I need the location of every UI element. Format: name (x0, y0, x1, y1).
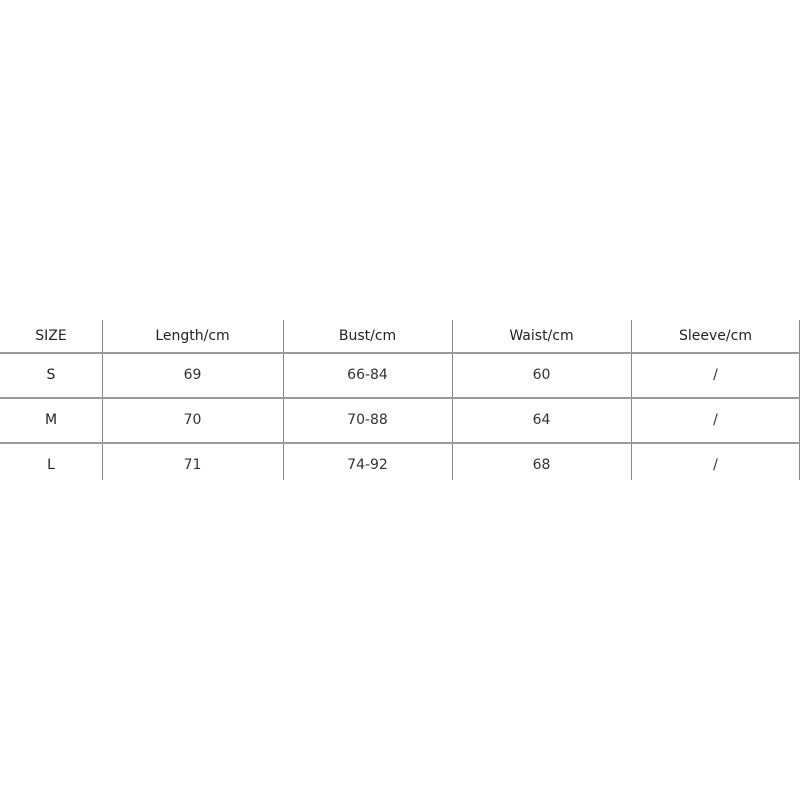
table-cell: 70-88 (347, 412, 388, 428)
column-divider (102, 320, 103, 480)
table-cell: 71 (183, 457, 202, 473)
table-cell: 60 (532, 367, 551, 383)
column-header: SIZE (35, 328, 67, 344)
table-cell: / (713, 412, 718, 428)
column-divider (283, 320, 284, 480)
table-cell: 69 (183, 367, 202, 383)
table-cell: / (713, 367, 718, 383)
column-header: Waist/cm (509, 328, 574, 344)
table-cell: / (713, 457, 718, 473)
table-cell: 70 (183, 412, 202, 428)
column-header: Length/cm (155, 328, 230, 344)
table-cell: 74-92 (347, 457, 388, 473)
row-divider (0, 397, 800, 399)
table-cell: 64 (532, 412, 551, 428)
row-divider (0, 442, 800, 444)
row-divider (0, 352, 800, 354)
size-label: S (46, 367, 56, 383)
table-cell: 68 (532, 457, 551, 473)
column-divider (631, 320, 632, 480)
size-label: L (47, 457, 55, 473)
size-label: M (44, 412, 58, 428)
column-divider (452, 320, 453, 480)
column-header: Sleeve/cm (679, 328, 752, 344)
table-cell: 66-84 (347, 367, 388, 383)
column-header: Bust/cm (338, 328, 397, 344)
